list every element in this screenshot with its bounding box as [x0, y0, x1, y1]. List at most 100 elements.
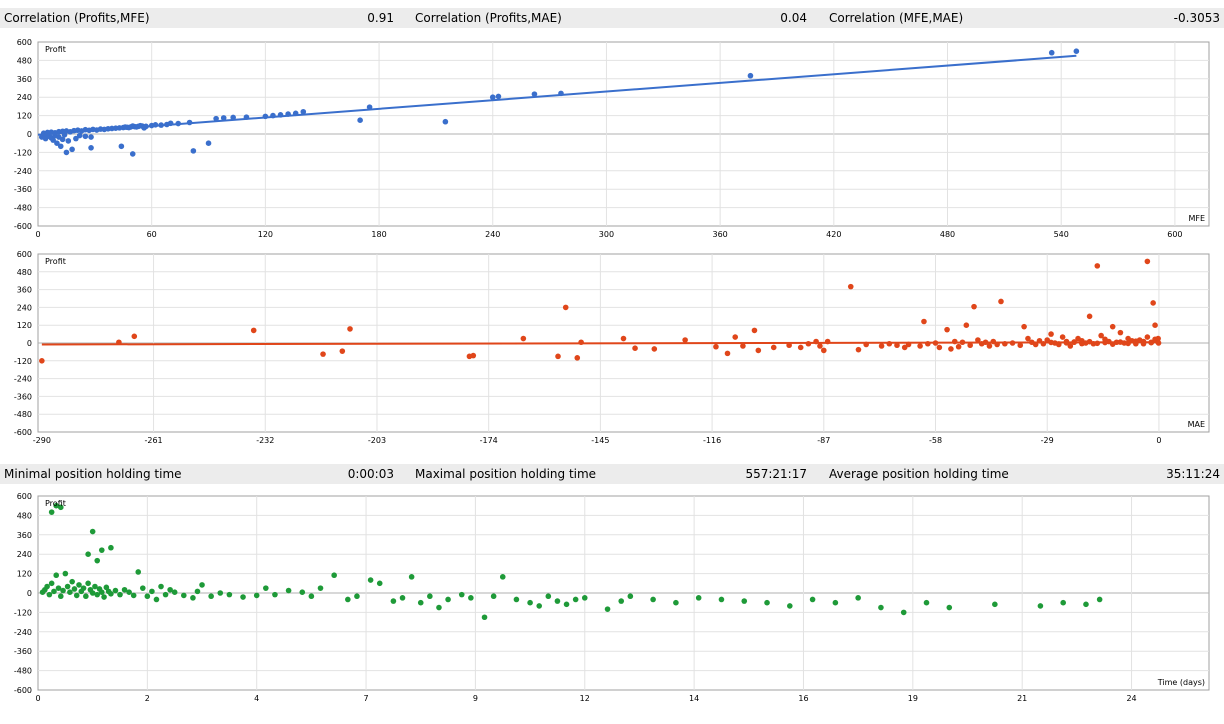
data-point [992, 601, 998, 608]
data-point [442, 118, 449, 125]
data-point [990, 338, 997, 345]
data-point [1063, 340, 1070, 346]
data-point [951, 338, 958, 345]
data-point [955, 343, 962, 350]
data-point [1125, 340, 1131, 347]
x-tick-label: 2 [145, 694, 150, 703]
x-tick-label: -116 [703, 436, 721, 445]
data-point [1060, 599, 1066, 606]
x-tick-label: 120 [258, 230, 273, 239]
data-point [1009, 340, 1016, 346]
data-point [171, 589, 178, 595]
data-point [129, 151, 136, 157]
x-tick-label: 540 [1054, 230, 1069, 239]
y-tick-label: 0 [27, 589, 32, 598]
data-point [162, 591, 169, 598]
data-point [57, 593, 64, 600]
data-point [855, 346, 862, 353]
data-point [158, 122, 164, 128]
data-point [53, 502, 60, 509]
x-tick-label: -87 [817, 436, 830, 445]
data-point [126, 589, 132, 595]
stat-value: 35:11:24 [1166, 467, 1220, 481]
data-point [50, 137, 56, 143]
data-point [89, 590, 96, 596]
x-tick-label: 240 [485, 230, 500, 239]
y-tick-label: -360 [14, 647, 32, 656]
data-point [44, 583, 50, 590]
data-point [1071, 339, 1077, 345]
data-point [108, 591, 114, 597]
data-point [240, 594, 246, 600]
stat-corr-mfe-mae: Correlation (MFE,MAE) -0.3053 [825, 8, 1224, 28]
data-point [817, 343, 823, 349]
data-point [627, 593, 634, 600]
data-point [89, 528, 96, 535]
data-point [88, 145, 94, 151]
y-tick-label: 120 [17, 321, 32, 330]
data-point [572, 596, 579, 603]
data-point [1021, 323, 1027, 330]
x-tick-label: -232 [256, 436, 274, 445]
data-point [152, 122, 159, 128]
data-point [55, 585, 62, 591]
data-point [764, 599, 770, 606]
x-tick-label: 7 [364, 694, 369, 703]
data-point [277, 112, 284, 118]
data-point [1098, 332, 1104, 339]
data-point [130, 592, 137, 599]
data-point [1073, 48, 1080, 54]
data-point [98, 589, 105, 595]
data-point [536, 603, 543, 609]
data-point [117, 591, 123, 598]
y-tick-label: 600 [17, 492, 32, 501]
data-point [48, 509, 55, 515]
data-point [208, 593, 214, 600]
data-point [167, 120, 174, 127]
data-point [181, 592, 187, 599]
data-point [971, 303, 977, 310]
data-point [121, 586, 128, 593]
data-point [292, 110, 299, 117]
data-point [805, 340, 812, 347]
data-point [1017, 342, 1024, 349]
data-point [59, 136, 66, 143]
data-point [824, 338, 831, 345]
data-point [76, 582, 82, 588]
data-point [376, 580, 383, 587]
y-tick-label: -480 [14, 204, 32, 213]
data-point [347, 326, 353, 332]
data-point [57, 143, 64, 150]
data-point [73, 135, 79, 142]
y-tick-label: 120 [17, 112, 32, 121]
data-point [139, 585, 146, 591]
data-point [135, 569, 142, 575]
data-point [48, 580, 55, 587]
data-point [1155, 340, 1162, 346]
data-point [272, 591, 278, 598]
data-point [520, 335, 527, 342]
data-point [1133, 338, 1139, 345]
y-tick-label: 120 [17, 570, 32, 579]
data-point [531, 91, 538, 97]
x-tick-label: 9 [473, 694, 478, 703]
data-point [1152, 322, 1158, 328]
data-point [786, 342, 792, 349]
x-tick-label: -58 [929, 436, 942, 445]
stat-avg-holding-time: Average position holding time 35:11:24 [825, 464, 1224, 484]
data-point [1094, 263, 1101, 269]
data-point [847, 283, 854, 290]
data-point [936, 344, 943, 351]
data-point [226, 591, 233, 598]
data-point [83, 593, 89, 600]
data-point [243, 114, 250, 120]
x-axis-label: MAE [1188, 420, 1205, 429]
data-point [108, 544, 114, 551]
data-point [262, 113, 269, 120]
y-tick-label: 600 [17, 38, 32, 47]
stat-label: Correlation (MFE,MAE) [829, 11, 964, 25]
x-tick-label: 420 [826, 230, 841, 239]
x-tick-label: 4 [254, 694, 259, 703]
data-point [747, 72, 754, 79]
